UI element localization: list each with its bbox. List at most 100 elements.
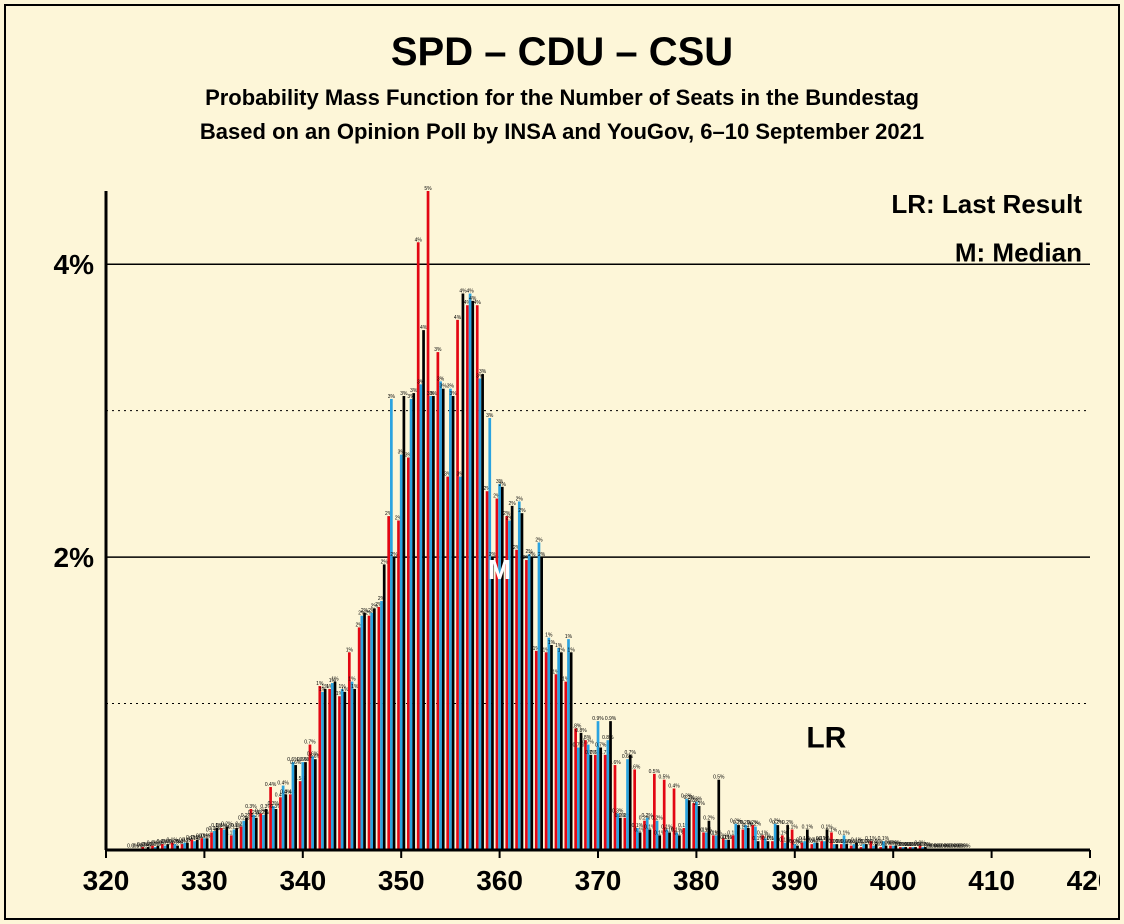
bar-value-label: 0.1% xyxy=(802,825,814,831)
x-tick-label: 350 xyxy=(378,865,425,896)
bar xyxy=(530,557,533,850)
bar xyxy=(393,557,396,850)
bar xyxy=(607,740,610,850)
legend-median: M: Median xyxy=(955,237,1082,267)
bar-value-label: 0.2% xyxy=(651,816,663,822)
bar xyxy=(417,242,420,850)
bar xyxy=(370,613,373,850)
bar xyxy=(594,755,597,850)
bar xyxy=(604,755,607,850)
bar-value-label: 0.6% xyxy=(609,760,621,766)
bar xyxy=(688,800,691,850)
bar xyxy=(269,787,272,850)
bar-value-label: 3% xyxy=(437,376,445,382)
bar xyxy=(521,513,524,850)
x-tick-label: 410 xyxy=(968,865,1015,896)
legend-last-result: LR: Last Result xyxy=(891,189,1082,219)
bar xyxy=(210,832,213,850)
bar xyxy=(498,484,501,850)
bar xyxy=(557,648,560,850)
bar-value-label: 4% xyxy=(420,325,428,331)
bar-value-label: 0.5% xyxy=(713,775,725,781)
bar xyxy=(309,745,312,850)
bar-value-label: 1% xyxy=(348,677,356,683)
bar xyxy=(663,780,666,850)
bar-value-label: 4% xyxy=(415,237,423,243)
plot-area: 0.0%0.0%0.0%0.0%0.0%0.0%0.0%0.0%0.0%0.0%… xyxy=(46,181,1088,888)
bar xyxy=(338,696,341,850)
bar xyxy=(351,682,354,850)
bar xyxy=(692,803,695,850)
bar-value-label: 3% xyxy=(447,384,455,390)
bar xyxy=(314,759,317,850)
bar-value-label: 1% xyxy=(331,677,339,683)
bar-value-label: 1% xyxy=(351,684,359,690)
bar xyxy=(321,692,324,850)
bar-value-label: 3% xyxy=(430,391,438,397)
bar xyxy=(206,838,209,850)
bar-value-label: 2% xyxy=(535,537,543,543)
bar xyxy=(678,835,681,850)
bar-value-label: 0.7% xyxy=(304,740,316,746)
bar-value-label: 0.1% xyxy=(838,830,850,836)
x-tick-label: 400 xyxy=(870,865,917,896)
chart-subtitle-1: Probability Mass Function for the Number… xyxy=(6,85,1118,111)
bar xyxy=(609,721,612,850)
bar xyxy=(442,389,445,850)
bar xyxy=(626,759,629,850)
bar xyxy=(422,330,425,850)
bar xyxy=(555,674,558,850)
bar xyxy=(262,815,265,850)
bar xyxy=(545,652,548,850)
bar xyxy=(668,832,671,850)
x-tick-label: 360 xyxy=(476,865,523,896)
bar xyxy=(466,305,469,850)
bar xyxy=(240,827,243,850)
bar-value-label: 2% xyxy=(390,552,398,558)
bar xyxy=(658,835,661,850)
bar-value-label: 0.9% xyxy=(605,716,617,722)
bar xyxy=(550,645,553,850)
bar xyxy=(368,616,371,850)
x-tick-label: 320 xyxy=(83,865,130,896)
bar-value-label: 1% xyxy=(558,647,566,653)
bar xyxy=(459,477,462,850)
bar xyxy=(540,557,543,850)
bar xyxy=(383,564,386,850)
bar xyxy=(616,813,619,850)
bar xyxy=(200,838,203,850)
bar-value-label: 1% xyxy=(568,647,576,653)
bar xyxy=(623,818,626,850)
bar xyxy=(311,756,314,850)
bar xyxy=(289,794,292,850)
bar-value-label: 0.8% xyxy=(602,735,614,741)
bar xyxy=(528,554,531,850)
bar xyxy=(653,774,656,850)
bar xyxy=(412,393,415,850)
bar xyxy=(452,396,455,850)
bar xyxy=(432,396,435,850)
last-result-marker: LR xyxy=(806,721,846,754)
bar-value-label: 0.2% xyxy=(258,810,270,816)
bar xyxy=(363,613,366,850)
bar xyxy=(361,616,364,850)
bar-value-label: 2% xyxy=(381,559,389,565)
bar xyxy=(196,840,199,850)
bar xyxy=(702,832,705,850)
bar xyxy=(437,352,440,850)
bar xyxy=(213,831,216,850)
bar xyxy=(486,491,489,850)
bar xyxy=(304,762,307,850)
y-tick-label: 4% xyxy=(54,249,95,280)
bar xyxy=(220,828,223,850)
bar xyxy=(547,638,550,850)
bar xyxy=(328,689,331,850)
bar xyxy=(774,824,777,850)
bar xyxy=(469,294,472,850)
bar xyxy=(570,652,573,850)
bar-value-label: 4% xyxy=(474,300,482,306)
bar xyxy=(230,835,233,850)
bar-value-label: 3% xyxy=(486,413,494,419)
bar xyxy=(639,832,642,850)
bar xyxy=(742,830,745,851)
